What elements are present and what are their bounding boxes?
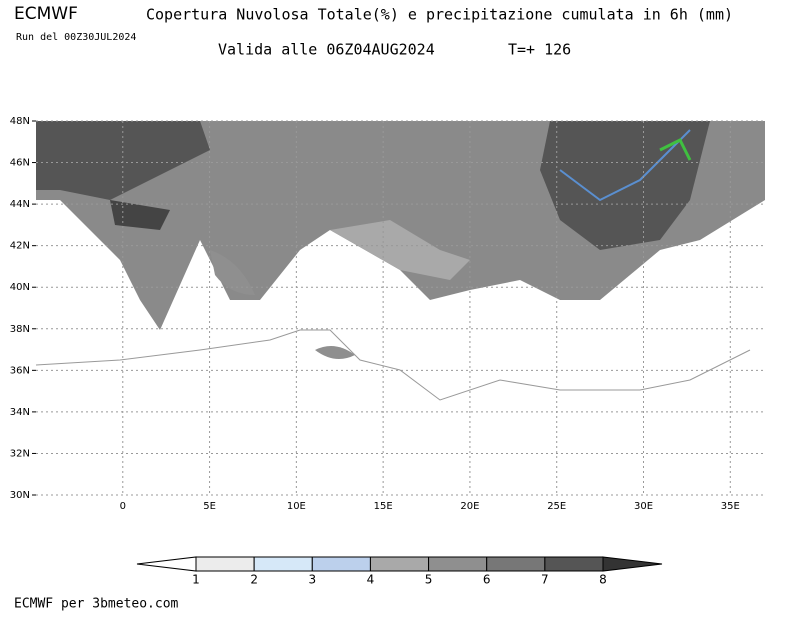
colorbar-label: 8	[599, 573, 607, 587]
lat-tick-label: 46N	[10, 158, 30, 169]
lon-tick-label: 5E	[203, 501, 216, 512]
colorbar-segment	[195, 556, 255, 572]
map-title: Copertura Nuvolosa Totale(%) e precipita…	[146, 6, 733, 24]
colorbar-segment	[428, 556, 488, 572]
lat-tick-label: 40N	[10, 282, 30, 293]
cloud-area	[210, 250, 255, 295]
cloud-area	[330, 220, 470, 280]
lat-tick-label: 38N	[10, 324, 30, 335]
colorbar-label: 4	[367, 573, 375, 587]
colorbar-label: 2	[250, 573, 258, 587]
colorbar-label: 5	[425, 573, 433, 587]
colorbar-over	[602, 556, 663, 572]
lead-time: T=+ 126	[508, 41, 571, 59]
cloud-area	[315, 346, 355, 359]
footer-credit: ECMWF per 3bmeteo.com	[14, 597, 179, 612]
colorbar-segment	[544, 556, 604, 572]
map-area	[35, 121, 765, 495]
lat-tick-label: 30N	[10, 490, 30, 501]
lon-tick-label: 30E	[634, 501, 653, 512]
lon-tick-label: 15E	[374, 501, 393, 512]
lon-tick-label: 10E	[287, 501, 306, 512]
lon-tick-label: 0	[120, 501, 126, 512]
colorbar-label: 3	[308, 573, 316, 587]
colorbar-label: 7	[541, 573, 549, 587]
lon-tick-label: 35E	[721, 501, 740, 512]
colorbar-label: 1	[192, 573, 200, 587]
colorbar-segment	[311, 556, 371, 572]
colorbar-under	[136, 556, 197, 572]
lat-tick-label: 44N	[10, 199, 30, 210]
cloud-area	[110, 200, 170, 230]
cloud-area	[36, 121, 210, 200]
model-name: ECMWF	[14, 4, 78, 24]
lat-tick-label: 32N	[10, 448, 30, 459]
lat-tick-label: 36N	[10, 365, 30, 376]
colorbar-segment	[253, 556, 313, 572]
lon-tick-label: 20E	[460, 501, 479, 512]
precip-area	[659, 137, 692, 161]
lon-tick-label: 25E	[547, 501, 566, 512]
lat-tick-label: 48N	[10, 116, 30, 127]
lat-tick-label: 42N	[10, 241, 30, 252]
run-label: Run del 00Z30JUL2024	[16, 32, 136, 43]
colorbar-label: 6	[483, 573, 491, 587]
lat-tick-label: 34N	[10, 407, 30, 418]
valid-label: Valida alle 06Z04AUG2024	[218, 41, 435, 59]
colorbar-segment	[369, 556, 430, 572]
colorbar-segment	[486, 556, 546, 572]
coastline	[35, 329, 751, 401]
